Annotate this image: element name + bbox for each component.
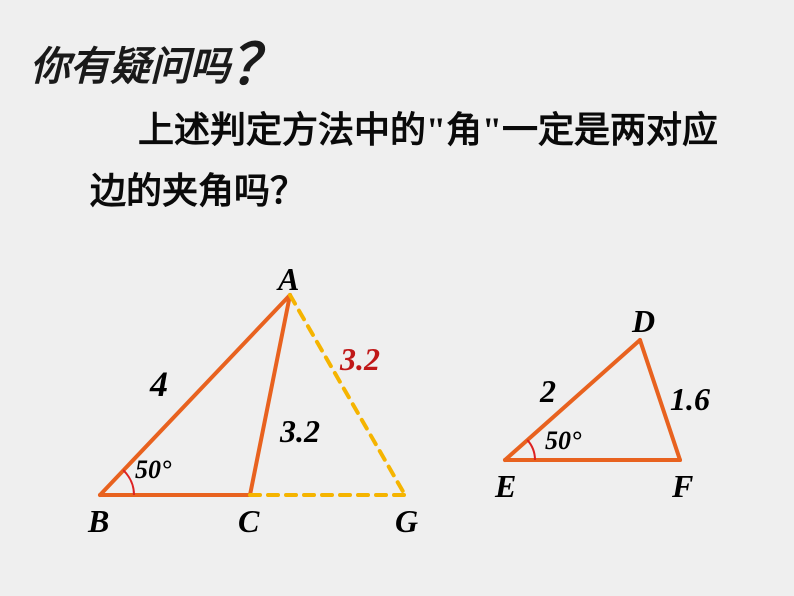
angle-arc [527,440,535,460]
diagram-label: 3.2 [339,341,380,377]
diagram-label: G [395,503,418,539]
diagram-label: D [631,303,655,339]
diagram-label: 2 [539,373,556,409]
edge [290,295,405,495]
diagram-label: 3.2 [279,413,320,449]
diagram-label: C [238,503,260,539]
edge [100,295,290,495]
angle-arc [123,470,134,495]
diagram-label: A [276,261,299,297]
diagram-label: 50° [135,455,172,484]
geometry-diagram: A B C G 4 3.2 3.2 50° D E F 2 1.6 50° [0,0,794,596]
diagram-label: B [87,503,109,539]
diagram-label: 1.6 [670,381,710,417]
diagram-label: 50° [545,426,582,455]
diagram-label: E [494,468,516,504]
diagram-label: 4 [149,364,168,404]
diagram-label: F [671,468,693,504]
edge [250,295,290,495]
